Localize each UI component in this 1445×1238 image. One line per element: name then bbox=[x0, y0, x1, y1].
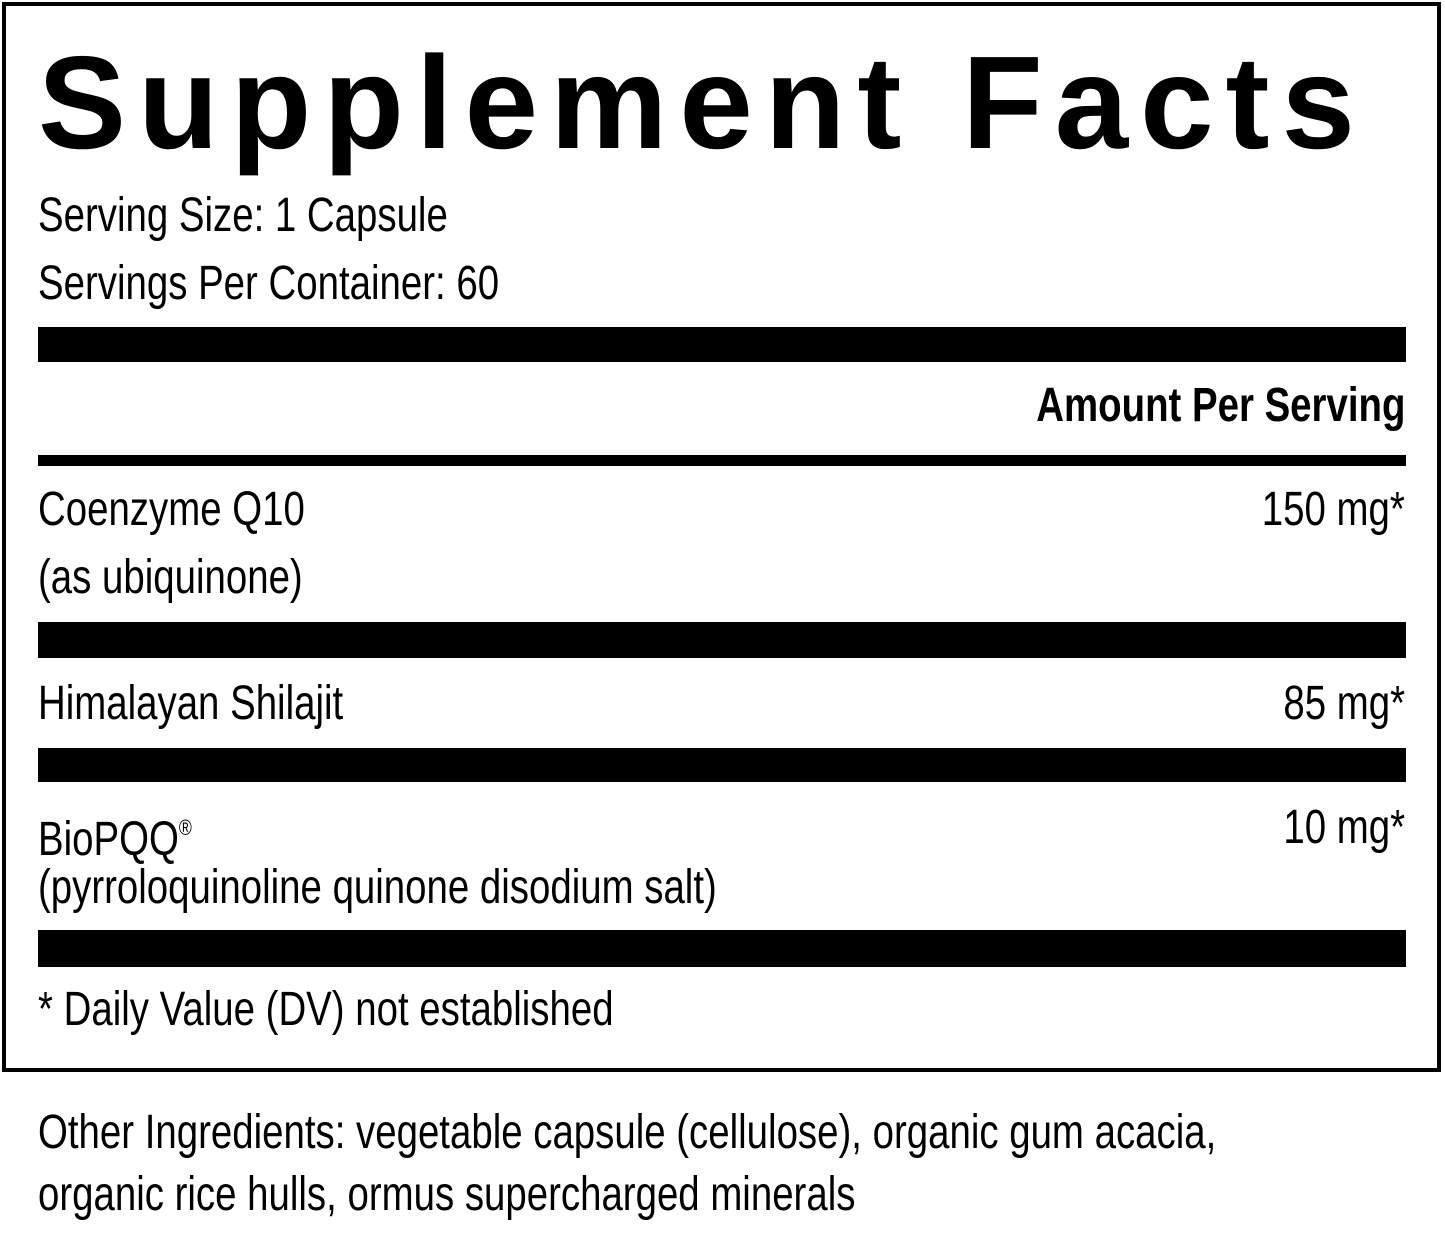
ingredient-amount: 150 mg* bbox=[1261, 483, 1405, 536]
other-ingredients: Other Ingredients: vegetable capsule (ce… bbox=[38, 1106, 1217, 1159]
ingredient-name: BioPQQ bbox=[38, 813, 179, 866]
ingredient-detail: (as ubiquinone) bbox=[38, 551, 303, 604]
divider bbox=[38, 327, 1406, 362]
divider bbox=[38, 622, 1406, 658]
footnote: * Daily Value (DV) not established bbox=[38, 983, 614, 1036]
ingredient-detail: (pyrroloquinoline quinone disodium salt) bbox=[38, 861, 717, 914]
registered-mark: ® bbox=[178, 815, 192, 840]
label-title: Supplement Facts bbox=[38, 29, 1367, 176]
ingredient-amount: 10 mg* bbox=[1283, 801, 1405, 854]
divider bbox=[38, 748, 1406, 782]
servings-per-container: Servings Per Container: 60 bbox=[38, 257, 500, 310]
other-ingredients: organic rice hulls, ormus supercharged m… bbox=[38, 1168, 856, 1221]
amount-header: Amount Per Serving bbox=[1035, 379, 1405, 432]
serving-size: Serving Size: 1 Capsule bbox=[38, 189, 448, 242]
ingredient-name-row: BioPQQ® bbox=[38, 800, 192, 868]
ingredient-amount: 85 mg* bbox=[1283, 677, 1405, 730]
label-frame bbox=[2, 2, 1441, 1072]
ingredient-name: Himalayan Shilajit bbox=[38, 677, 344, 730]
divider bbox=[38, 930, 1406, 967]
divider bbox=[38, 455, 1406, 466]
ingredient-name: Coenzyme Q10 bbox=[38, 483, 305, 536]
